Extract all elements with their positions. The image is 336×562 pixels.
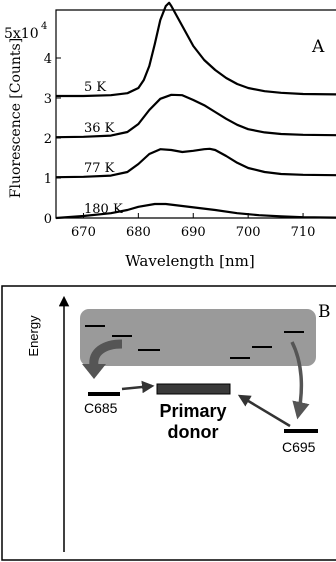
c695-to-donor-arrow bbox=[237, 394, 291, 428]
series-line-180k bbox=[55, 202, 336, 220]
axes-frame bbox=[55, 9, 336, 219]
panel-b-label: B bbox=[318, 302, 331, 322]
x-tick-label: 690 bbox=[181, 225, 206, 240]
primary-donor-label-line1: Primary bbox=[159, 401, 226, 421]
x-tick-label: 700 bbox=[236, 225, 261, 240]
y-axis-label: Fluorescence [Counts] bbox=[8, 38, 24, 198]
c685-to-donor-arrow bbox=[121, 380, 155, 394]
panel-a-label: A bbox=[311, 37, 325, 57]
x-tick-label: 670 bbox=[71, 225, 96, 240]
diagram-frame bbox=[1, 285, 336, 561]
fluorescence-chart: 5x10 4 Fluorescence [Counts] Wavelength … bbox=[4, 1, 336, 270]
series-line-5k bbox=[56, 1, 336, 98]
y-tick-label: 3 bbox=[44, 92, 52, 107]
c685-label: C685 bbox=[84, 400, 118, 416]
x-axis-label: Wavelength [nm] bbox=[125, 252, 254, 270]
x-tick-label: 680 bbox=[126, 225, 151, 240]
series-label: 180 K bbox=[84, 202, 123, 217]
y-tick-label: 1 bbox=[44, 172, 52, 187]
series-line-77k bbox=[55, 147, 336, 179]
y-multiplier-base: 5x10 bbox=[4, 26, 39, 42]
x-tick-label: 710 bbox=[291, 225, 316, 240]
left-curved-arrowhead bbox=[82, 364, 106, 379]
series-label: 77 K bbox=[84, 161, 115, 176]
primary-donor-level bbox=[156, 383, 231, 395]
y-tick-label: 4 bbox=[44, 52, 52, 67]
left-curved-arrow bbox=[89, 339, 123, 367]
series-line-36k bbox=[55, 93, 336, 139]
c695-label: C695 bbox=[282, 439, 316, 455]
y-multiplier-exponent: 4 bbox=[41, 21, 47, 32]
series-label: 5 K bbox=[84, 80, 106, 95]
y-tick-label: 0 bbox=[44, 212, 52, 227]
plot-area: 0 1 2 3 4 670 680 690 700 710 5 K 36 K 77 K 180 K bbox=[44, 1, 336, 240]
energy-diagram: B Energy C685 Primary donor C695 bbox=[1, 285, 336, 561]
antenna-levels bbox=[85, 325, 304, 359]
antenna-band-box bbox=[80, 309, 316, 366]
right-curved-arrow bbox=[290, 341, 310, 420]
y-tick-label: 2 bbox=[44, 132, 52, 147]
y-multiplier: 5x10 4 bbox=[4, 21, 47, 42]
primary-donor-label-line2: donor bbox=[168, 422, 219, 442]
series-label: 36 K bbox=[84, 121, 115, 136]
energy-axis-label: Energy bbox=[26, 315, 41, 357]
